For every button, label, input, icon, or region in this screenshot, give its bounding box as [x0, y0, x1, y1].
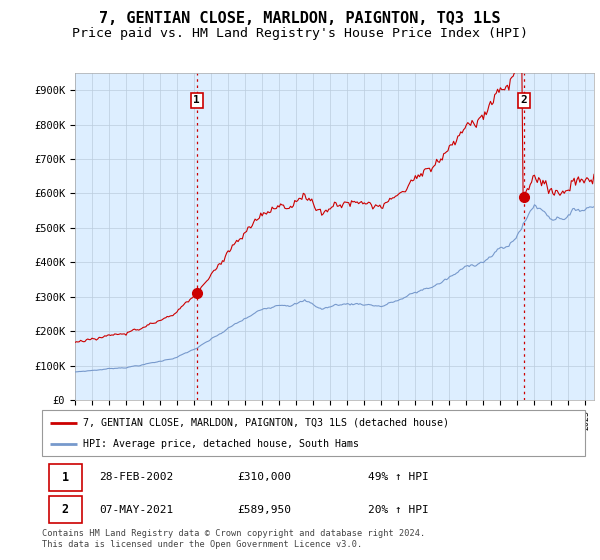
- Text: 2: 2: [62, 503, 69, 516]
- Text: 28-FEB-2002: 28-FEB-2002: [99, 472, 173, 482]
- Text: 20% ↑ HPI: 20% ↑ HPI: [368, 505, 428, 515]
- FancyBboxPatch shape: [49, 464, 82, 491]
- Text: £589,950: £589,950: [238, 505, 292, 515]
- Text: 49% ↑ HPI: 49% ↑ HPI: [368, 472, 428, 482]
- FancyBboxPatch shape: [42, 410, 585, 456]
- Text: 7, GENTIAN CLOSE, MARLDON, PAIGNTON, TQ3 1LS (detached house): 7, GENTIAN CLOSE, MARLDON, PAIGNTON, TQ3…: [83, 418, 449, 428]
- Text: 7, GENTIAN CLOSE, MARLDON, PAIGNTON, TQ3 1LS: 7, GENTIAN CLOSE, MARLDON, PAIGNTON, TQ3…: [99, 11, 501, 26]
- Text: 2: 2: [520, 95, 527, 105]
- Text: Price paid vs. HM Land Registry's House Price Index (HPI): Price paid vs. HM Land Registry's House …: [72, 27, 528, 40]
- Text: 07-MAY-2021: 07-MAY-2021: [99, 505, 173, 515]
- Text: 1: 1: [193, 95, 200, 105]
- Text: £310,000: £310,000: [238, 472, 292, 482]
- FancyBboxPatch shape: [49, 496, 82, 523]
- Text: Contains HM Land Registry data © Crown copyright and database right 2024.
This d: Contains HM Land Registry data © Crown c…: [42, 529, 425, 549]
- Text: HPI: Average price, detached house, South Hams: HPI: Average price, detached house, Sout…: [83, 439, 359, 449]
- Text: 1: 1: [62, 471, 69, 484]
